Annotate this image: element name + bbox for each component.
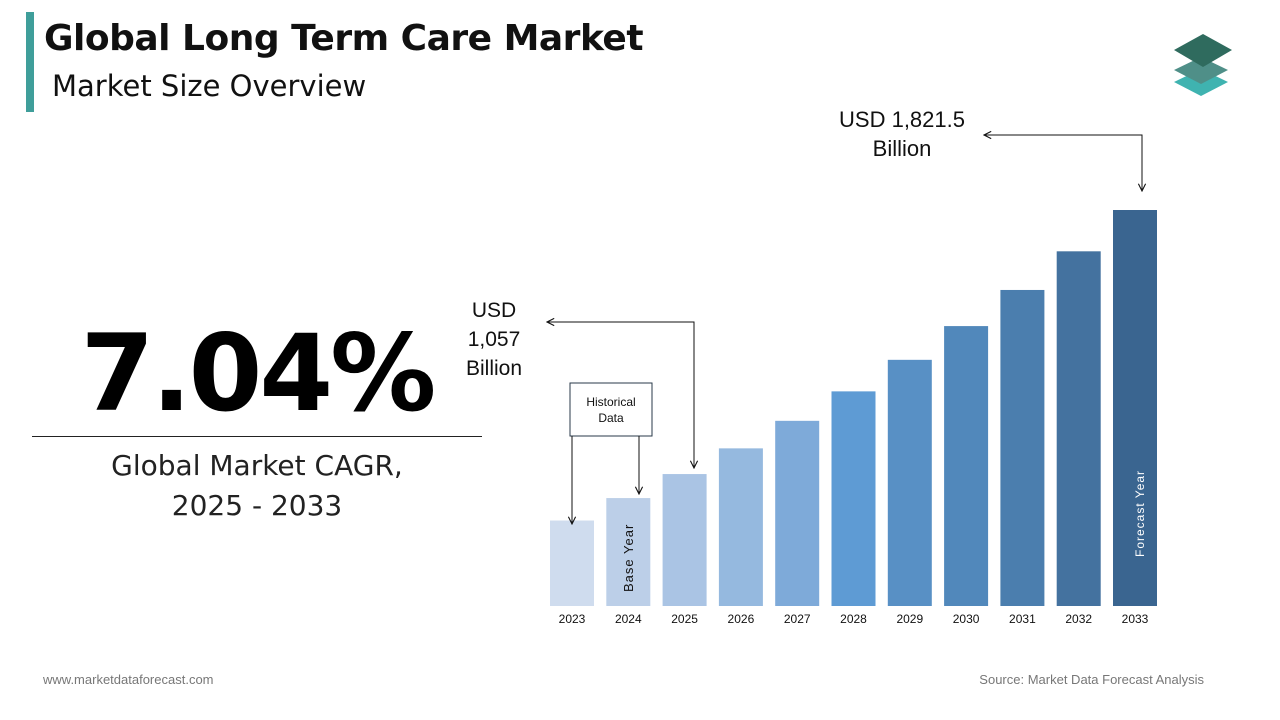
historical-label-line1: Historical xyxy=(586,395,635,409)
historical-label-line2: Data xyxy=(598,411,624,425)
end-value-arrow xyxy=(984,135,1142,191)
bar-2024 xyxy=(606,498,651,606)
divider xyxy=(32,436,482,437)
x-tick-label: 2026 xyxy=(728,612,755,626)
x-tick-label: 2028 xyxy=(840,612,867,626)
x-tick-label: 2031 xyxy=(1009,612,1036,626)
x-tick-label: 2024 xyxy=(615,612,642,626)
x-tick-label: 2025 xyxy=(671,612,698,626)
x-tick-label: 2023 xyxy=(559,612,586,626)
stacked-layers-icon xyxy=(1174,34,1232,96)
bar-2025 xyxy=(662,474,707,606)
base-year-label: Base Year xyxy=(621,524,636,592)
bar-2032 xyxy=(1056,251,1101,606)
x-tick-label: 2027 xyxy=(784,612,811,626)
x-tick-label: 2033 xyxy=(1122,612,1149,626)
bar-2031 xyxy=(1000,289,1045,606)
website-link[interactable]: www.marketdataforecast.com xyxy=(43,672,214,687)
x-tick-label: 2029 xyxy=(896,612,923,626)
bar-2026 xyxy=(718,448,763,606)
end-value-line2: Billion xyxy=(873,136,932,161)
cagr-value: 7.04% xyxy=(80,312,437,435)
start-value-line1: USD xyxy=(472,299,516,322)
cagr-label-line1: Global Market CAGR, xyxy=(111,449,403,482)
start-value-line3: Billion xyxy=(466,357,522,380)
page-title: Global Long Term Care Market xyxy=(44,18,644,59)
start-value-arrow xyxy=(547,322,694,468)
forecast-year-label: Forecast Year xyxy=(1133,470,1147,557)
bar-2033 xyxy=(1113,210,1157,606)
historical-data-box xyxy=(569,382,653,437)
start-value-line2: 1,057 xyxy=(468,328,521,351)
bar-2023 xyxy=(550,520,594,606)
cagr-label: Global Market CAGR, 2025 - 2033 xyxy=(32,446,482,526)
bar-2027 xyxy=(775,420,820,606)
end-value-line1: USD 1,821.5 xyxy=(839,107,965,132)
title-accent-bar xyxy=(26,12,34,112)
bar-2029 xyxy=(887,359,932,606)
source-note: Source: Market Data Forecast Analysis xyxy=(979,672,1204,687)
x-tick-label: 2030 xyxy=(953,612,980,626)
bar-2028 xyxy=(831,391,876,606)
cagr-label-line2: 2025 - 2033 xyxy=(171,489,343,522)
page-subtitle: Market Size Overview xyxy=(52,69,367,103)
x-tick-label: 2032 xyxy=(1065,612,1092,626)
bar-2030 xyxy=(944,326,989,606)
